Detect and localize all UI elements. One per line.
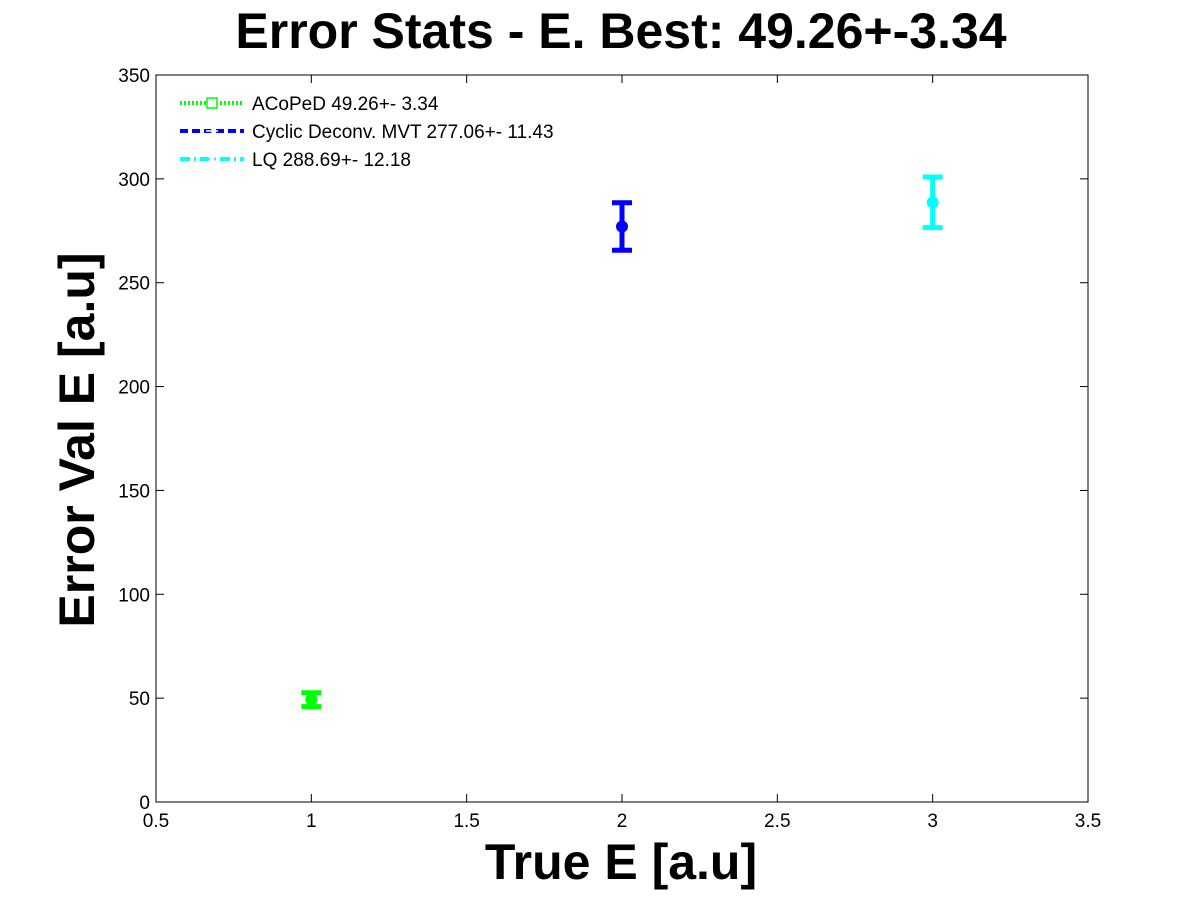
x-tick-label: 1	[306, 811, 317, 832]
data-point	[305, 693, 318, 706]
y-axis-label: Error Val E [a.u]	[49, 252, 105, 627]
legend-label: Cyclic Deconv. MVT 277.06+- 11.43	[252, 122, 554, 143]
legend-label: LQ 288.69+- 12.18	[252, 150, 411, 171]
x-tick-label: 1.5	[453, 811, 479, 832]
legend-marker-plus	[206, 125, 218, 137]
y-tick-label: 350	[118, 66, 150, 87]
series-2	[612, 200, 632, 253]
y-tick-label: 200	[118, 378, 150, 399]
legend-entry: Cyclic Deconv. MVT 277.06+- 11.43	[180, 122, 554, 143]
legend-entry: ACoPeD 49.26+- 3.34	[180, 94, 439, 115]
legend-marker-square	[206, 97, 218, 109]
data-point	[616, 220, 628, 233]
y-tick-label: 300	[118, 170, 150, 191]
x-axis: 0.5 1 1.5 2 2.5 3 3.5	[143, 75, 1101, 832]
y-tick-label: 0	[139, 793, 150, 814]
x-tick-label: 2.5	[764, 811, 790, 832]
legend: ACoPeD 49.26+- 3.34 Cyclic Deconv. MVT 27…	[180, 94, 554, 171]
x-tick-label: 0.5	[143, 811, 169, 832]
series-1	[301, 690, 322, 710]
data-point	[926, 196, 939, 209]
y-tick-label: 50	[129, 689, 150, 710]
series-3	[922, 174, 943, 231]
chart-title: Error Stats - E. Best: 49.26+-3.34	[235, 3, 1006, 59]
x-tick-label: 3.5	[1075, 811, 1101, 832]
data-marks	[301, 174, 943, 710]
legend-marker-star	[205, 153, 219, 165]
y-tick-label: 100	[118, 585, 150, 606]
x-axis-label: True E [a.u]	[485, 834, 757, 890]
legend-entry: LQ 288.69+- 12.18	[180, 150, 411, 171]
y-tick-label: 250	[118, 274, 150, 295]
y-tick-label: 150	[118, 481, 150, 502]
plot-area	[155, 74, 1089, 803]
x-tick-label: 2	[617, 811, 628, 832]
x-tick-label: 3	[927, 811, 938, 832]
y-axis: 0 50 100 150 200 250 300 350	[118, 66, 1088, 814]
legend-label: ACoPeD 49.26+- 3.34	[252, 94, 439, 115]
